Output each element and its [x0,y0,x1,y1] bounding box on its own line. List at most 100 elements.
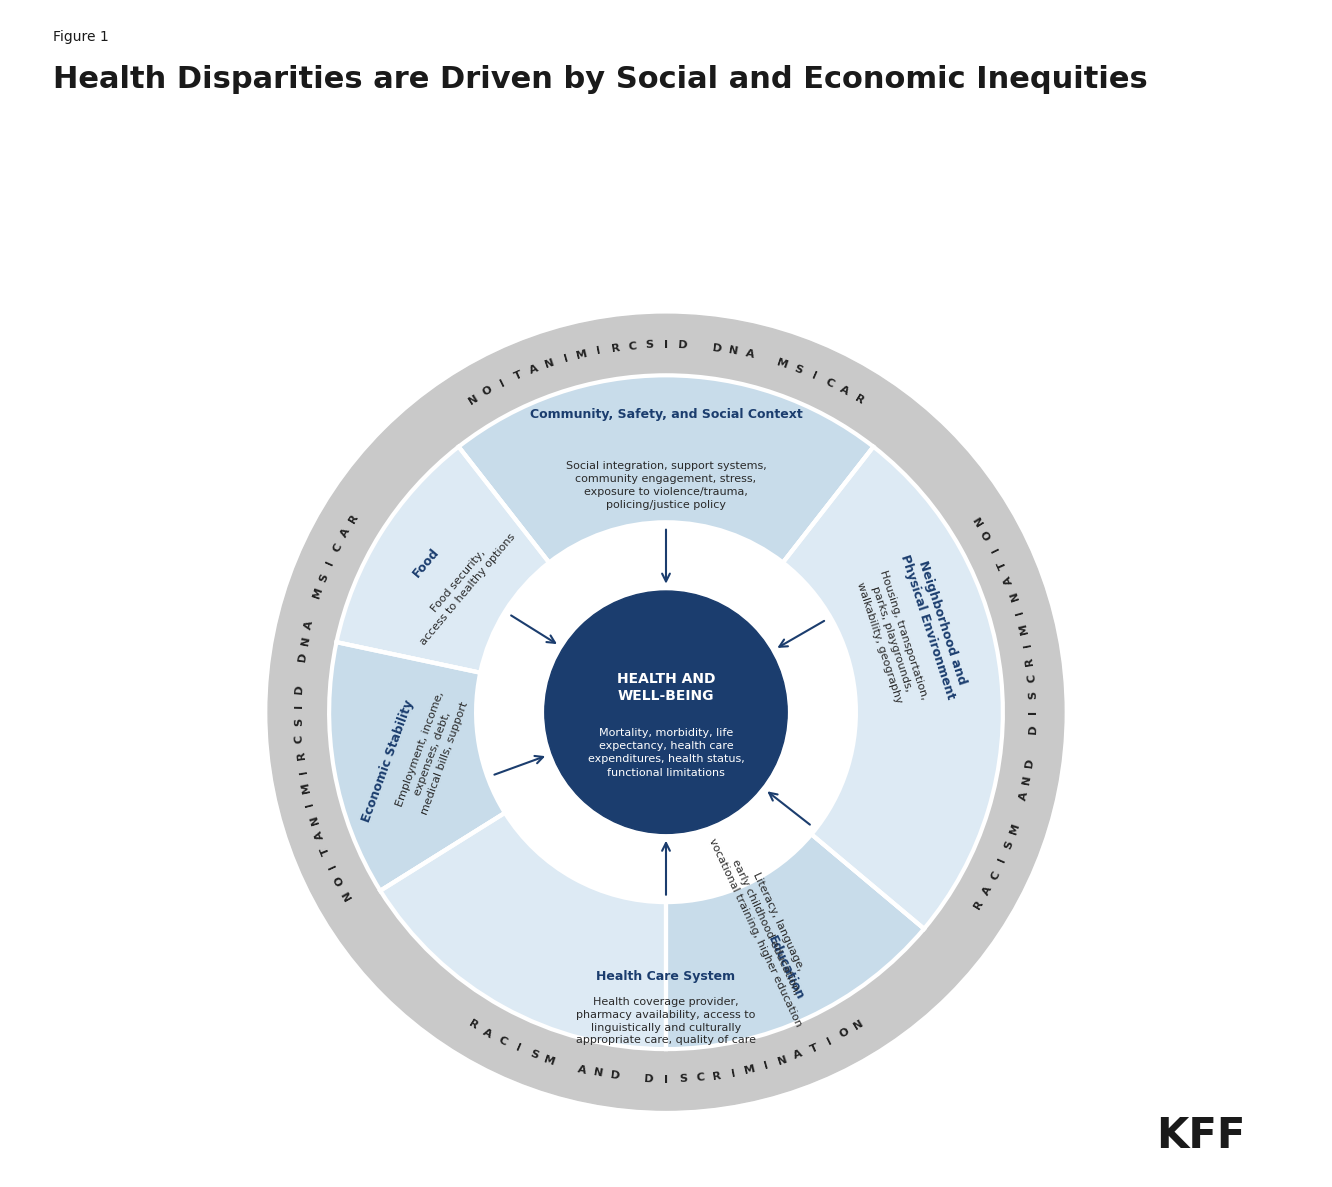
Text: M: M [312,586,325,599]
Text: Health Disparities are Driven by Social and Economic Inequities: Health Disparities are Driven by Social … [53,65,1148,94]
Text: M: M [1008,821,1022,836]
Text: N: N [543,357,555,370]
Text: A: A [577,1064,587,1075]
Text: S: S [1003,839,1015,850]
Text: A: A [338,527,352,539]
Text: N: N [727,345,739,357]
Text: D: D [645,1074,654,1085]
Text: S: S [318,572,330,583]
Text: I: I [1028,710,1039,715]
Text: N: N [593,1067,605,1079]
Text: N: N [340,888,353,901]
Text: Mortality, morbidity, life
expectancy, health care
expenditures, health status,
: Mortality, morbidity, life expectancy, h… [587,728,745,777]
Text: C: C [627,341,637,351]
Text: D: D [678,339,687,350]
Text: A: A [304,620,316,630]
Text: I: I [1014,609,1024,615]
Wedge shape [783,446,1003,928]
Text: A: A [481,1027,494,1040]
Text: D: D [294,685,305,694]
Wedge shape [666,834,924,1049]
Text: I: I [326,862,337,869]
Text: R: R [711,1071,722,1081]
Text: Food security,
access to healthy options: Food security, access to healthy options [409,523,517,647]
Text: Community, Safety, and Social Context: Community, Safety, and Social Context [530,407,802,420]
Text: A: A [793,1048,805,1061]
Text: I: I [305,800,316,806]
Wedge shape [458,375,874,563]
Text: R: R [852,393,866,406]
Text: I: I [730,1068,737,1079]
Text: Economic Stability: Economic Stability [360,698,416,824]
Text: C: C [823,376,835,389]
Circle shape [268,315,1064,1110]
Text: I: I [663,1074,669,1085]
Text: KFF: KFF [1156,1116,1245,1157]
Text: A: A [1018,791,1030,801]
Text: S: S [645,339,654,350]
Text: I: I [325,559,336,566]
Text: N: N [1008,590,1020,602]
Text: M: M [300,781,313,794]
Wedge shape [337,446,549,673]
Text: A: A [980,884,994,897]
Text: A: A [838,385,851,398]
Text: I: I [514,1043,522,1054]
Text: T: T [320,844,332,856]
Circle shape [476,522,856,902]
Text: S: S [293,718,304,726]
Text: C: C [1027,674,1038,683]
Text: Social integration, support systems,
community engagement, stress,
exposure to v: Social integration, support systems, com… [566,462,766,509]
Text: N: N [777,1054,789,1067]
Text: R: R [972,899,986,912]
Text: Housing, transportation,
parks, playgrounds,
walkability, geography: Housing, transportation, parks, playgrou… [854,569,930,709]
Circle shape [329,375,1003,1049]
Text: A: A [313,829,326,840]
Text: N: N [972,513,986,526]
Text: C: C [294,734,305,743]
Circle shape [545,591,787,833]
Text: O: O [481,385,494,398]
Text: S: S [678,1074,687,1085]
Text: HEALTH AND
WELL-BEING: HEALTH AND WELL-BEING [617,672,715,703]
Text: T: T [513,370,523,382]
Text: M: M [575,348,589,361]
Text: N: N [300,635,312,646]
Text: Figure 1: Figure 1 [53,30,109,44]
Text: I: I [763,1060,770,1071]
Text: N: N [466,393,480,406]
Text: I: I [826,1036,834,1047]
Text: I: I [595,345,602,356]
Text: I: I [990,545,1000,553]
Text: Neighborhood and
Physical Environment: Neighborhood and Physical Environment [898,548,971,702]
Text: M: M [542,1054,557,1067]
Text: I: I [298,768,309,774]
Text: I: I [1022,642,1032,648]
Text: D: D [1028,724,1038,734]
Text: R: R [1024,656,1035,667]
Wedge shape [381,813,666,1049]
Text: Education: Education [765,934,806,1003]
Text: O: O [980,527,994,540]
Text: N: N [852,1018,866,1032]
Text: A: A [1003,575,1015,585]
Text: M: M [1018,622,1030,635]
Text: Health Care System: Health Care System [597,970,735,983]
Text: S: S [1028,691,1038,699]
Text: N: N [308,813,321,825]
Text: Employment, income,
expenses, debt,
medical bills, support: Employment, income, expenses, debt, medi… [394,690,470,817]
Text: S: S [793,363,805,375]
Text: S: S [527,1049,539,1061]
Text: O: O [838,1027,851,1040]
Text: T: T [809,1042,819,1054]
Text: C: C [988,870,1002,882]
Text: A: A [527,363,539,376]
Text: D: D [610,1071,621,1081]
Text: R: R [466,1018,480,1032]
Circle shape [329,375,1003,1049]
Text: C: C [497,1035,509,1048]
Text: D: D [711,343,722,354]
Text: R: R [346,513,360,526]
Text: I: I [810,370,818,381]
Text: M: M [775,357,790,370]
